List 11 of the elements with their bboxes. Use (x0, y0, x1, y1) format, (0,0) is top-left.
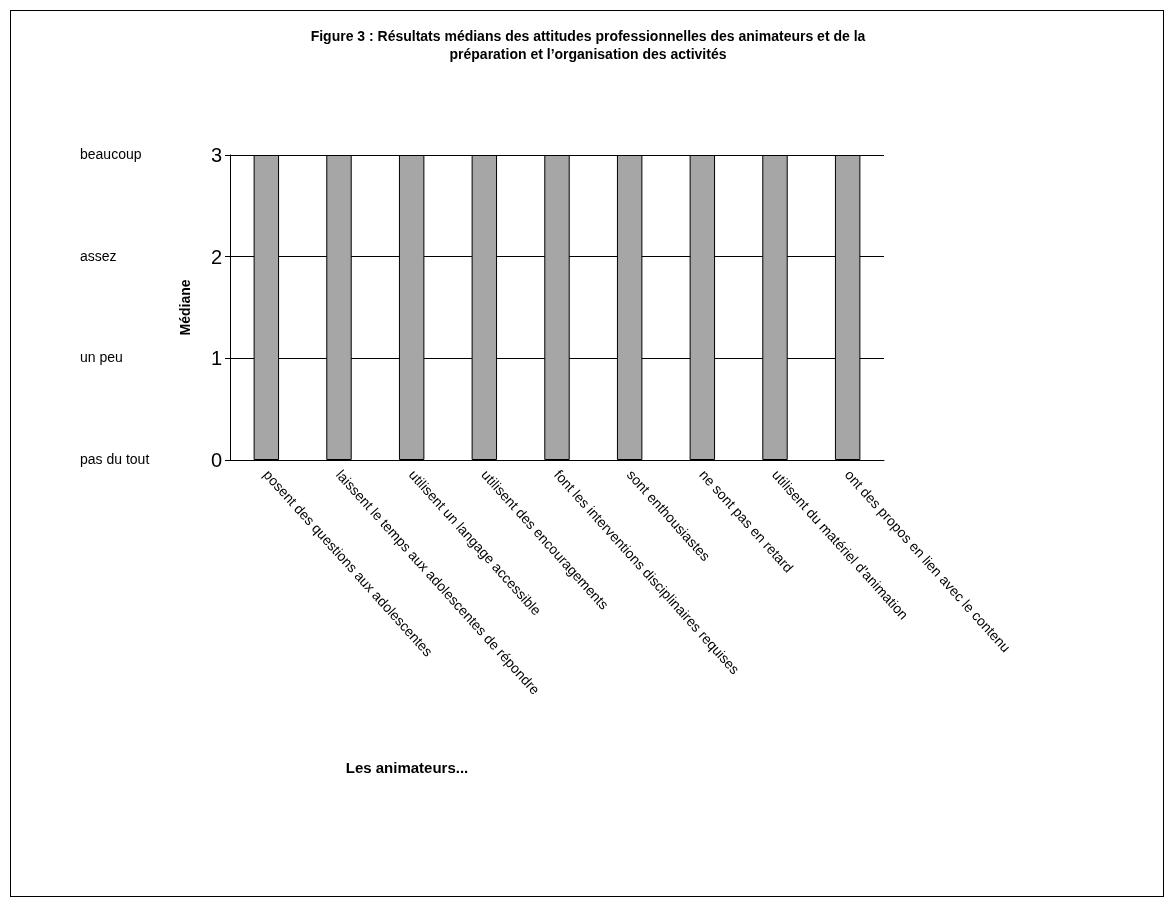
x-axis-title: Les animateurs... (345, 759, 469, 776)
y-tick-label: 1 (210, 347, 222, 370)
text: beaucoup (80, 146, 142, 162)
text: pas du tout (80, 451, 150, 467)
y-axis-title: Médiane (177, 279, 193, 336)
chart-title: Figure 3 : Résultats médians des attitudes professionnelles des animateurs et de la préparation et l’organisation des activités (310, 28, 866, 62)
y-tick-label: 3 (210, 144, 222, 166)
y-tick-label: 0 (210, 449, 222, 471)
text: un peu (80, 349, 123, 366)
text: assez (80, 247, 117, 264)
y-tick-label: 2 (210, 245, 222, 268)
